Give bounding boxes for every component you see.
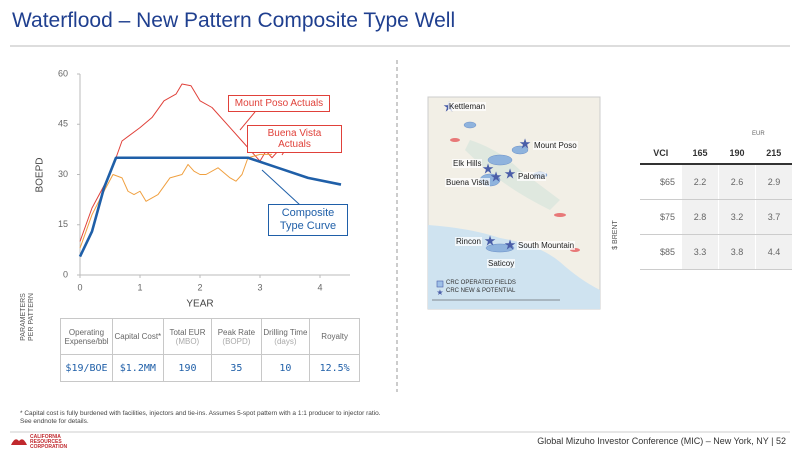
map-label: Kettleman (448, 102, 487, 111)
eur-cell: 3.3 (681, 234, 719, 270)
param-name: Operating Expense/bbl (64, 327, 109, 346)
footnote-line: * Capital cost is fully burdened with fa… (20, 410, 381, 417)
param-name: Drilling Time (263, 327, 308, 337)
logo: CALIFORNIA RESOURCES CORPORATION (30, 435, 67, 450)
eur-column: 190 (718, 143, 756, 165)
param-value: 10 (260, 354, 311, 382)
y-tick-label: 15 (58, 219, 68, 229)
param-table: Operating Expense/bbl Capital Cost* Total … (60, 318, 360, 382)
param-unit: (BOPD) (222, 336, 251, 346)
param-value: $1.2MM (112, 354, 164, 382)
logo-line: CORPORATION (30, 444, 68, 450)
param-name: Total EUR (169, 327, 206, 337)
map-label: Buena Vista (445, 178, 490, 187)
eur-title: EUR (752, 131, 765, 137)
map-legend: CRC NEW & POTENTIAL (446, 288, 516, 294)
annotation: Composite Type Curve (268, 204, 348, 236)
x-tick-label: 1 (137, 282, 142, 292)
eur-row-header: $85 (640, 234, 682, 270)
x-tick-label: 0 (77, 282, 82, 292)
logo-line: RESOURCES (30, 439, 62, 445)
svg-text:★: ★ (504, 166, 517, 182)
eur-cell: 3.8 (718, 234, 756, 270)
param-value: $19/BOE (60, 354, 113, 382)
eur-column: 215 (755, 143, 792, 165)
annotation: Mount Poso Actuals (228, 95, 330, 112)
footer-text: Global Mizuho Investor Conference (MIC) … (537, 436, 769, 446)
eur-cell: 3.2 (718, 199, 756, 235)
eur-cell: 2.8 (681, 199, 719, 235)
map-label: Mount Poso (533, 141, 578, 150)
annotation: Buena Vista Actuals (247, 125, 342, 153)
y-tick-label: 60 (58, 68, 68, 78)
map-legend: CRC OPERATED FIELDS (446, 280, 516, 286)
param-name: Royalty (321, 332, 348, 341)
footnote-line: See endnote for details. (20, 418, 89, 425)
eur-row: $85 3.3 3.8 4.4 (640, 234, 792, 270)
map-label: Elk Hills (452, 159, 483, 168)
eur-corner: VCI (640, 143, 682, 165)
param-label: PARAMETERS PER PATTERN (20, 293, 35, 341)
title: Waterflood – New Pattern Composite Type … (12, 9, 456, 32)
param-header: Peak Rate (BOPD) (211, 318, 262, 355)
logo-line: CALIFORNIA (30, 434, 61, 440)
x-tick-label: 3 (257, 282, 262, 292)
footer: Global Mizuho Investor Conference (MIC) … (537, 436, 786, 446)
param-value: 12.5% (309, 354, 360, 382)
eur-table: VCI 165 190 215 $65 2.2 2.6 2.9 $75 2.8 3.2 3.7 $85 3… (640, 143, 792, 270)
svg-text:★: ★ (519, 136, 532, 152)
y-tick-label: 0 (63, 269, 68, 279)
y-tick-label: 45 (58, 119, 68, 129)
svg-text:★: ★ (484, 233, 497, 249)
map-label: Rincon (455, 237, 482, 246)
series-line (78, 156, 342, 258)
param-header: Capital Cost* (112, 318, 164, 355)
param-header: Operating Expense/bbl (60, 318, 113, 355)
y-tick-label: 30 (58, 169, 68, 179)
x-tick-label: 2 (197, 282, 202, 292)
param-value: 190 (162, 354, 213, 382)
svg-text:★: ★ (504, 237, 517, 253)
param-unit: (MBO) (175, 336, 200, 346)
map: ★★ ★★ ★★ ★ ★ (427, 96, 601, 310)
eur-column: 165 (681, 143, 719, 165)
param-unit: (days) (274, 336, 297, 346)
x-axis-title: YEAR (186, 299, 213, 310)
logo-mark (11, 439, 27, 445)
map-label: Saticoy (487, 259, 516, 268)
x-tick-label: 4 (317, 282, 322, 292)
param-name: Peak Rate (217, 327, 256, 337)
param-header: Royalty (309, 318, 360, 355)
eur-row: $75 2.8 3.2 3.7 (640, 199, 792, 235)
svg-text:★: ★ (436, 288, 443, 297)
eur-row-header: $75 (640, 199, 682, 235)
y-axis-title: BOEPD (35, 157, 46, 192)
param-value: 35 (211, 354, 262, 382)
param-name: Capital Cost* (114, 332, 162, 341)
eur-cell: 2.2 (681, 164, 719, 200)
eur-cell: 3.7 (755, 199, 792, 235)
svg-text:★: ★ (490, 169, 503, 185)
map-label: South Mountain (517, 241, 576, 250)
map-label: Paloma (517, 172, 547, 181)
eur-cell: 4.4 (755, 234, 792, 270)
eur-row: $65 2.2 2.6 2.9 (640, 164, 792, 200)
eur-cell: 2.6 (718, 164, 756, 200)
param-header: Drilling Time (days) (260, 318, 311, 355)
leader (239, 111, 256, 131)
eur-row-header: $65 (640, 164, 682, 200)
page-number: | 52 (771, 436, 786, 446)
eur-row-label: $ BRENT (612, 220, 619, 250)
footnote: * Capital cost is fully burdened with fa… (20, 410, 381, 426)
eur-cell: 2.9 (755, 164, 792, 200)
leader (261, 169, 301, 206)
series-line (79, 153, 272, 249)
param-header: Total EUR (MBO) (162, 318, 213, 355)
eur-header-row: VCI 165 190 215 (640, 143, 792, 165)
svg-text:★: ★ (482, 161, 495, 177)
